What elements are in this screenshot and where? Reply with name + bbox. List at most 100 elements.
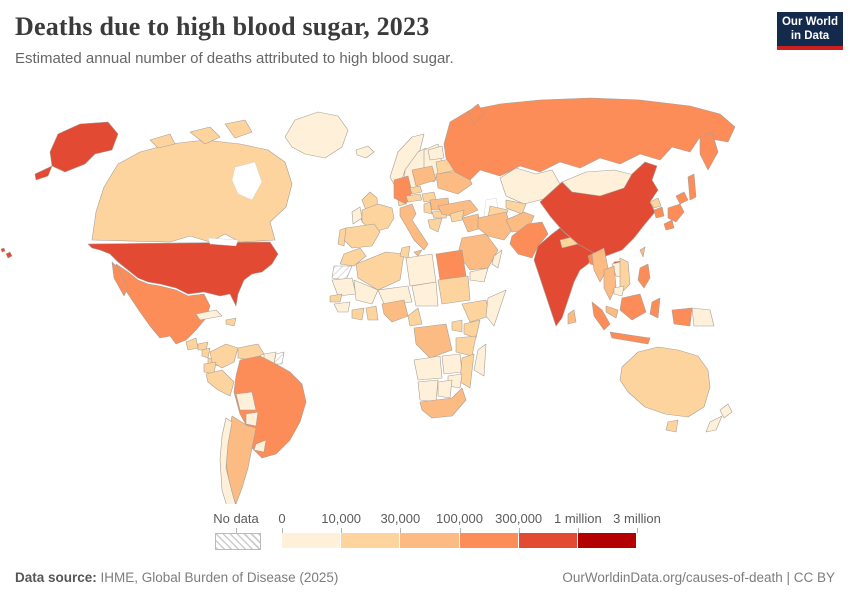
country-new-zealand-south[interactable] xyxy=(705,415,723,433)
country-dr-congo[interactable] xyxy=(413,323,453,359)
country-indonesia-java[interactable] xyxy=(609,331,651,345)
country-north-korea[interactable] xyxy=(649,197,662,209)
legend-bin-0-10,000[interactable] xyxy=(282,533,342,548)
country-hispaniola[interactable] xyxy=(225,317,237,327)
country-russia-novaya-zemlya[interactable] xyxy=(467,103,485,125)
country-usa-aleutians[interactable] xyxy=(34,165,53,181)
country-new-zealand-north[interactable] xyxy=(719,403,733,419)
country-portugal[interactable] xyxy=(337,227,347,247)
country-libya[interactable] xyxy=(405,253,437,287)
footer-url[interactable]: OurWorldinData.org/causes-of-death | CC … xyxy=(562,570,835,585)
country-namibia[interactable] xyxy=(417,379,439,403)
country-ghana[interactable] xyxy=(365,305,379,321)
country-oman[interactable] xyxy=(491,249,503,269)
country-colombia[interactable] xyxy=(209,343,239,369)
owid-logo[interactable]: Our World in Data xyxy=(777,12,843,50)
country-usa-hawaii[interactable] xyxy=(0,247,13,259)
country-iran[interactable] xyxy=(477,211,513,241)
country-mexico[interactable] xyxy=(115,263,211,345)
country-italy[interactable] xyxy=(399,203,429,251)
country-sri-lanka[interactable] xyxy=(567,309,577,325)
legend-bin-300,000-1 million[interactable] xyxy=(518,533,578,548)
country-russia-kamchatka[interactable] xyxy=(699,131,719,171)
country-russia-sakhalin[interactable] xyxy=(687,173,697,201)
country-philippines[interactable] xyxy=(637,263,651,289)
country-indonesia-papua[interactable] xyxy=(671,307,693,327)
country-ireland[interactable] xyxy=(351,206,363,225)
country-somalia[interactable] xyxy=(485,289,507,327)
country-cuba[interactable] xyxy=(195,309,223,321)
country-indonesia-sulawesi[interactable] xyxy=(649,297,661,319)
legend-bin-1 million-3 million[interactable] xyxy=(577,533,638,548)
country-morocco[interactable] xyxy=(339,247,367,267)
country-peru[interactable] xyxy=(205,369,235,397)
country-cameroon[interactable] xyxy=(407,307,423,327)
country-french-guiana[interactable] xyxy=(273,351,285,365)
country-spain[interactable] xyxy=(341,223,381,249)
country-guinea[interactable] xyxy=(333,301,351,313)
country-mali[interactable] xyxy=(353,279,379,305)
country-south-africa[interactable] xyxy=(419,387,467,419)
legend-no-data-swatch[interactable] xyxy=(215,533,261,550)
country-australia-tasmania[interactable] xyxy=(665,419,679,433)
country-canada-arctic-1[interactable] xyxy=(189,126,221,145)
country-cambodia[interactable] xyxy=(613,285,625,297)
country-western-sahara[interactable] xyxy=(331,265,353,281)
country-indonesia-sumatra[interactable] xyxy=(591,301,611,331)
country-japan-hokkaido[interactable] xyxy=(675,191,689,205)
country-paraguay[interactable] xyxy=(245,411,259,427)
country-poland[interactable] xyxy=(411,165,437,187)
country-angola[interactable] xyxy=(413,355,443,381)
country-uruguay[interactable] xyxy=(253,439,267,453)
country-south-korea[interactable] xyxy=(653,206,665,219)
country-niger[interactable] xyxy=(377,285,413,305)
country-tunisia[interactable] xyxy=(399,245,411,259)
country-ethiopia[interactable] xyxy=(461,299,491,323)
country-tanzania[interactable] xyxy=(455,335,477,357)
country-zambia[interactable] xyxy=(441,353,463,375)
legend-bin-30,000-100,000[interactable] xyxy=(400,533,460,548)
country-japan-kyushu[interactable] xyxy=(663,219,675,231)
country-mexico-baja[interactable] xyxy=(111,261,129,297)
country-kenya[interactable] xyxy=(463,319,481,339)
country-canada-arctic-2[interactable] xyxy=(224,119,253,139)
country-russia[interactable] xyxy=(443,97,736,181)
country-turkey[interactable] xyxy=(437,199,479,219)
country-syria[interactable] xyxy=(449,209,465,223)
world-choropleth-map[interactable] xyxy=(0,92,850,504)
country-canada-arctic-3[interactable] xyxy=(149,133,176,149)
country-yemen[interactable] xyxy=(469,267,489,283)
country-japan-honshu[interactable] xyxy=(667,203,685,223)
country-czechia[interactable] xyxy=(409,185,423,195)
legend-bin-100,000-300,000[interactable] xyxy=(459,533,519,548)
country-nigeria[interactable] xyxy=(381,299,409,323)
country-sudan[interactable] xyxy=(437,275,471,305)
country-taiwan[interactable] xyxy=(639,246,646,258)
legend-bin-10,000-30,000[interactable] xyxy=(341,533,401,548)
country-greece[interactable] xyxy=(427,217,443,233)
country-botswana[interactable] xyxy=(437,379,453,399)
country-madagascar[interactable] xyxy=(473,343,487,377)
country-algeria[interactable] xyxy=(355,251,405,291)
country-australia[interactable] xyxy=(619,346,711,418)
country-canada[interactable] xyxy=(91,139,293,243)
country-usa-alaska[interactable] xyxy=(49,121,119,173)
country-indonesia-borneo[interactable] xyxy=(619,293,647,321)
country-vietnam[interactable] xyxy=(619,257,631,295)
country-chad[interactable] xyxy=(411,281,439,307)
country-thailand[interactable] xyxy=(603,265,617,301)
country-guatemala[interactable] xyxy=(185,337,199,351)
country-papua-new-guinea[interactable] xyxy=(691,307,715,327)
country-baltics[interactable] xyxy=(427,145,445,161)
country-senegal[interactable] xyxy=(329,293,343,303)
country-mozambique[interactable] xyxy=(459,353,475,389)
country-greenland[interactable] xyxy=(284,111,349,159)
country-iceland[interactable] xyxy=(355,145,375,159)
country-austria[interactable] xyxy=(405,193,423,203)
country-malaysia[interactable] xyxy=(605,305,619,319)
country-uganda[interactable] xyxy=(451,319,463,333)
country-bolivia[interactable] xyxy=(235,391,257,411)
country-egypt[interactable] xyxy=(435,249,467,281)
country-usa-mainland[interactable] xyxy=(87,241,279,307)
country-nicaragua[interactable] xyxy=(201,347,211,359)
